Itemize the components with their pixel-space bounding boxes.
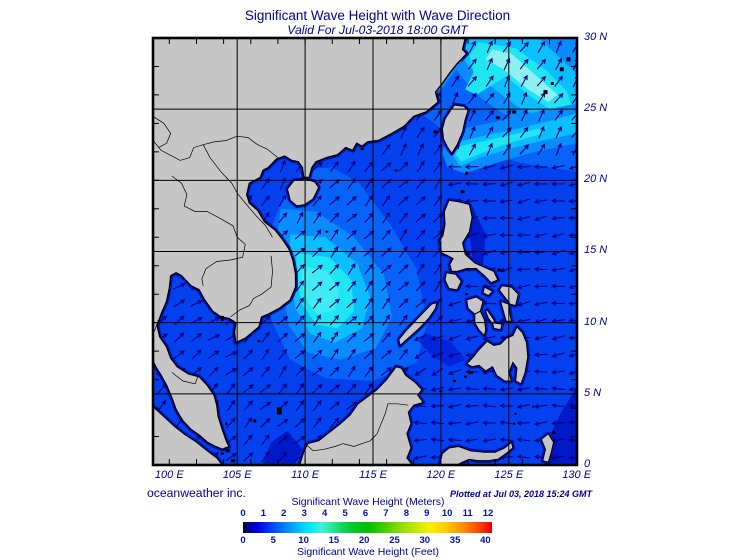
islet [360,148,364,150]
meters-tick-label: 10 [441,508,453,519]
lon-axis-label: 110 E [291,469,320,481]
land-mindoro [444,272,462,291]
islet [325,230,329,233]
islet [566,57,571,62]
lat-axis-label: 15 N [584,244,608,257]
lon-axis-label: 115 E [359,469,387,481]
meters-tick-label: 9 [424,508,430,519]
land-negros [474,310,487,337]
lon-axis-label: 120 E [426,469,456,481]
islet [513,422,516,425]
meters-tick-label: 12 [482,508,494,519]
wave-patch-1.2m [419,332,466,367]
land-hainan [286,178,320,207]
lat-axis-label: 0 [584,457,591,470]
land-palawan [398,301,438,347]
wave-patch-3.2m [301,265,339,315]
meters-tick-label: 5 [342,508,348,519]
islet [497,268,502,272]
colorbar-title-meters: Significant Wave Height (Meters) [291,496,445,508]
plotted-timestamp: Plotted at Jul 03, 2018 15:24 GMT [449,489,592,499]
wave-patch-3.5m [485,49,558,102]
islet [468,371,473,374]
meters-tick-label: 0 [240,508,246,519]
islet [550,82,554,85]
islet [220,315,224,321]
islet [466,253,470,256]
land-masbate [482,286,494,297]
islet [331,337,334,340]
islet [543,90,548,95]
lon-axis-label: 105 E [222,469,252,481]
islet [220,452,224,455]
lat-axis-label: 10 N [584,315,608,328]
islet [460,190,465,194]
map-frame [151,36,579,467]
land-bohol [491,322,503,331]
feet-tick-label: 5 [270,535,276,546]
islet [352,149,356,152]
land-halmahera [540,432,555,463]
islet [512,110,517,114]
lat-axis-label: 5 N [584,386,602,399]
meters-tick-label: 2 [281,508,287,519]
islet [253,419,257,423]
credit-text: oceanweather inc. [147,486,246,500]
islet [257,340,261,343]
islet [433,130,438,134]
islet [225,422,228,426]
islet [358,323,361,326]
wave-patch-2.8m [455,126,549,162]
meters-tick-label: 1 [260,508,267,519]
meters-tick-label: 4 [322,508,328,519]
axis-ticks [154,39,576,464]
land-mindanao [465,325,529,385]
islet [463,375,467,378]
feet-tick-label: 20 [358,535,370,546]
meters-tick-label: 11 [462,508,473,519]
feet-tick-label: 10 [298,535,309,546]
meters-tick-label: 8 [403,508,409,519]
valid-time-subtitle: Valid For Jul-03-2018 18:00 GMT [287,23,468,37]
feet-tick-label: 15 [328,535,340,546]
feet-tick-label: 40 [480,535,491,546]
meters-tick-label: 3 [301,508,307,519]
feet-tick-label: 25 [389,535,400,546]
feet-tick-label: 30 [419,535,431,546]
islet [394,169,398,172]
islet [453,380,456,382]
feet-tick-label: 0 [240,535,246,546]
islet [514,412,517,415]
colorbar-title-feet: Significant Wave Height (Feet) [296,546,439,558]
lat-axis-label: 20 N [584,173,608,186]
meters-tick-label: 7 [383,508,389,519]
land-mainland-asia [153,38,468,451]
meters-tick-label: 6 [362,508,369,519]
islet [225,449,230,453]
land-borneo [299,366,425,465]
land-luzon [438,199,499,284]
wave-patch-1m [263,430,303,464]
islet [465,293,469,296]
islet [552,430,556,434]
islet [465,171,469,175]
lon-axis-label: 125 E [494,469,524,481]
islet [559,67,564,72]
islet [231,459,236,463]
islet [495,116,500,120]
feet-tick-label: 35 [449,535,461,546]
land-sumatra [153,405,223,465]
islet [532,405,535,408]
colorbar-gradient [243,522,492,533]
lon-axis-label: 100 E [154,469,184,481]
page-title: Significant Wave Height with Wave Direct… [244,8,511,23]
lat-axis-label: 30 N [584,31,608,43]
islet [276,407,282,415]
land-taiwan [441,104,469,155]
lat-axis-label: 25 N [584,102,608,115]
lon-axis-label: 130 E [562,469,592,481]
